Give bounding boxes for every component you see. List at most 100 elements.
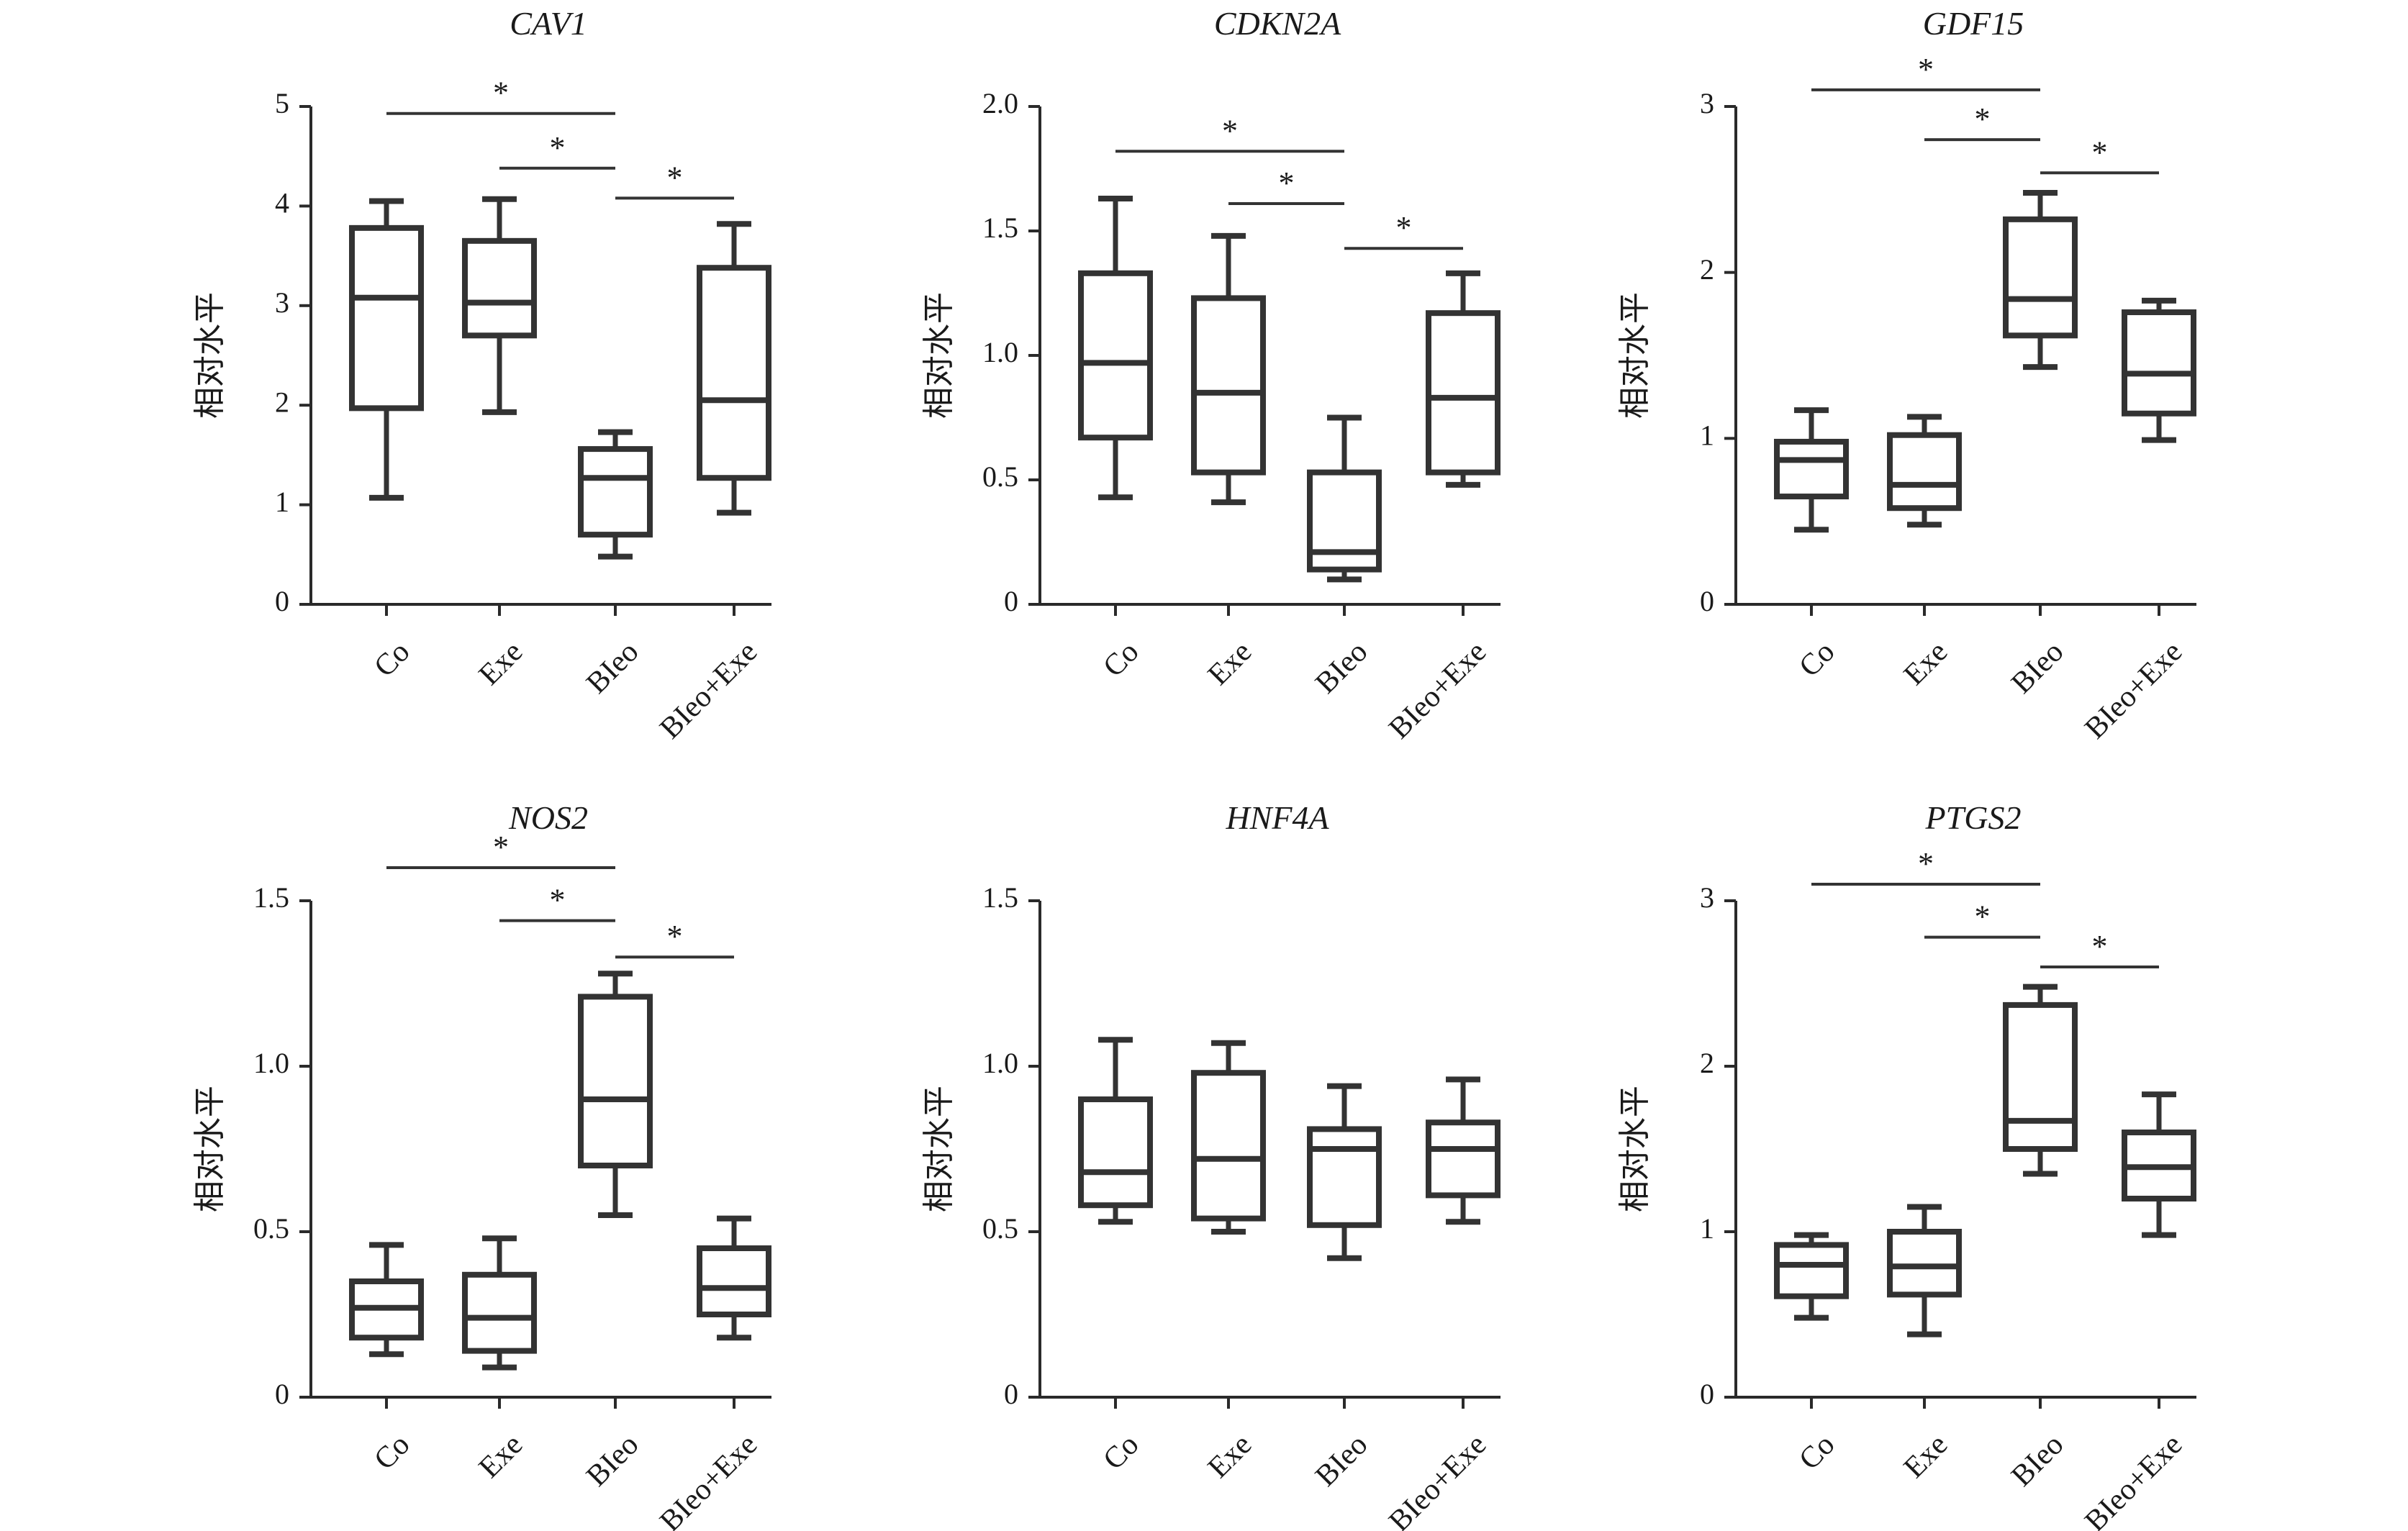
significance-star: * bbox=[2092, 929, 2108, 964]
panel-title: CDKN2A bbox=[1214, 5, 1341, 42]
iqr-box bbox=[1774, 1242, 1849, 1299]
iqr-box bbox=[1426, 1119, 1501, 1199]
box-co bbox=[1774, 1232, 1849, 1321]
y-tick-label: 3 bbox=[275, 286, 289, 319]
box-co bbox=[1078, 1037, 1153, 1225]
panel-cdkn2a: CDKN2A 相对水平 0 0.5 1.0 1.5 2.0 Co Exe BIeo BIeo+Exe… bbox=[920, 5, 1501, 745]
y-tick-label: 1.5 bbox=[982, 881, 1018, 914]
x-category-label: Co bbox=[1097, 1428, 1145, 1476]
panel-ptgs2: PTGS2 相对水平 0 1 2 3 Co Exe BIeo BIeo+Exe * * * bbox=[1616, 799, 2196, 1531]
y-tick-label: 1.0 bbox=[982, 1047, 1018, 1079]
significance-star: * bbox=[1918, 846, 1934, 881]
x-category-label: Co bbox=[1097, 635, 1145, 683]
y-axis-label: 相对水平 bbox=[1616, 1086, 1653, 1212]
x-category-label: BIeo bbox=[1309, 1428, 1374, 1493]
panel-title: CAV1 bbox=[510, 5, 587, 42]
iqr-box bbox=[1426, 310, 1501, 476]
panel-gdf15: GDF15 相对水平 0 1 2 3 Co Exe BIeo BIeo+Exe * * * bbox=[1616, 5, 2196, 745]
significance-star: * bbox=[550, 883, 566, 918]
y-tick-label: 2 bbox=[1700, 253, 1714, 286]
y-axis-label: 相对水平 bbox=[920, 292, 957, 419]
y-tick-label: 0.5 bbox=[982, 460, 1018, 493]
x-category-label: BIeo+Exe bbox=[653, 1428, 764, 1531]
panel-cav1: CAV1 相对水平 0 1 2 3 4 5 Co Exe BIeo BIeo+Exe * * * bbox=[191, 5, 771, 745]
iqr-box bbox=[2003, 1001, 2078, 1153]
box-bieo-plus-exe bbox=[2122, 297, 2196, 443]
y-tick-label: 1 bbox=[1700, 1212, 1714, 1245]
significance-star: * bbox=[1396, 210, 1412, 245]
y-tick-label: 3 bbox=[1700, 87, 1714, 119]
significance-star: * bbox=[667, 919, 683, 954]
iqr-box bbox=[1078, 270, 1153, 441]
iqr-box bbox=[1307, 1126, 1382, 1228]
significance-star: * bbox=[1975, 899, 1991, 935]
x-category-label: BIeo+Exe bbox=[2078, 1428, 2189, 1531]
iqr-box bbox=[462, 1271, 537, 1354]
iqr-box bbox=[578, 994, 653, 1169]
x-category-label: Co bbox=[368, 1428, 416, 1476]
y-tick-label: 1.5 bbox=[982, 212, 1018, 244]
y-tick-label: 3 bbox=[1700, 881, 1714, 914]
significance-star: * bbox=[1222, 113, 1238, 148]
iqr-box bbox=[697, 265, 771, 481]
panel-hnf4a: HNF4A 相对水平 0 0.5 1.0 1.5 Co Exe BIeo BIeo+Exe bbox=[920, 799, 1501, 1531]
x-category-label: Exe bbox=[1202, 635, 1259, 692]
x-category-label: BIeo+Exe bbox=[653, 635, 764, 745]
x-category-label: Co bbox=[1793, 635, 1841, 683]
box-exe bbox=[1191, 232, 1266, 506]
iqr-box bbox=[1887, 1229, 1962, 1298]
significance-star: * bbox=[550, 130, 566, 165]
iqr-box bbox=[578, 446, 653, 538]
y-tick-label: 1.0 bbox=[982, 336, 1018, 368]
iqr-box bbox=[462, 237, 537, 339]
panel-title: NOS2 bbox=[508, 799, 588, 836]
box-co bbox=[1774, 407, 1849, 533]
y-tick-label: 0 bbox=[1004, 1378, 1018, 1410]
y-tick-label: 0 bbox=[275, 585, 289, 617]
box-bieo bbox=[2003, 983, 2078, 1177]
x-category-label: BIeo bbox=[1309, 635, 1374, 700]
x-category-label: Co bbox=[368, 635, 416, 683]
box-co bbox=[1078, 196, 1153, 501]
x-category-label: Exe bbox=[473, 635, 530, 692]
y-tick-label: 0 bbox=[1700, 585, 1714, 617]
box-bieo-plus-exe bbox=[697, 221, 771, 516]
y-tick-label: 1.0 bbox=[253, 1047, 289, 1079]
x-category-label: BIeo+Exe bbox=[1382, 635, 1493, 745]
y-tick-label: 0.5 bbox=[982, 1212, 1018, 1245]
iqr-box bbox=[1774, 438, 1849, 500]
box-exe bbox=[1191, 1040, 1266, 1235]
box-bieo-plus-exe bbox=[1426, 270, 1501, 488]
box-bieo bbox=[1307, 1083, 1382, 1261]
y-tick-label: 1 bbox=[275, 486, 289, 518]
x-category-label: BIeo bbox=[2005, 1428, 2070, 1493]
x-category-label: Exe bbox=[1202, 1428, 1259, 1485]
panel-title: GDF15 bbox=[1923, 5, 2024, 42]
x-category-label: Exe bbox=[1898, 635, 1955, 692]
y-axis-label: 相对水平 bbox=[191, 1086, 228, 1212]
x-category-label: BIeo bbox=[580, 1428, 645, 1493]
x-category-label: BIeo+Exe bbox=[1382, 1428, 1493, 1531]
significance-star: * bbox=[667, 160, 683, 195]
iqr-box bbox=[1191, 1070, 1266, 1222]
box-bieo-plus-exe bbox=[2122, 1091, 2196, 1238]
iqr-box bbox=[697, 1245, 771, 1317]
box-bieo bbox=[578, 429, 653, 560]
panel-title: PTGS2 bbox=[1925, 799, 2022, 836]
significance-star: * bbox=[1975, 101, 1991, 137]
iqr-box bbox=[2003, 216, 2078, 339]
x-category-label: BIeo bbox=[580, 635, 645, 700]
y-tick-label: 0.5 bbox=[253, 1212, 289, 1245]
x-category-label: BIeo bbox=[2005, 635, 2070, 700]
iqr-box bbox=[2122, 309, 2196, 417]
y-tick-label: 0 bbox=[1004, 585, 1018, 617]
y-tick-label: 1.5 bbox=[253, 881, 289, 914]
y-tick-label: 0 bbox=[1700, 1378, 1714, 1410]
y-tick-label: 5 bbox=[275, 87, 289, 119]
x-category-label: Exe bbox=[473, 1428, 530, 1485]
y-tick-label: 1 bbox=[1700, 419, 1714, 452]
iqr-box bbox=[1078, 1096, 1153, 1209]
box-bieo bbox=[1307, 414, 1382, 583]
box-bieo bbox=[578, 971, 653, 1218]
